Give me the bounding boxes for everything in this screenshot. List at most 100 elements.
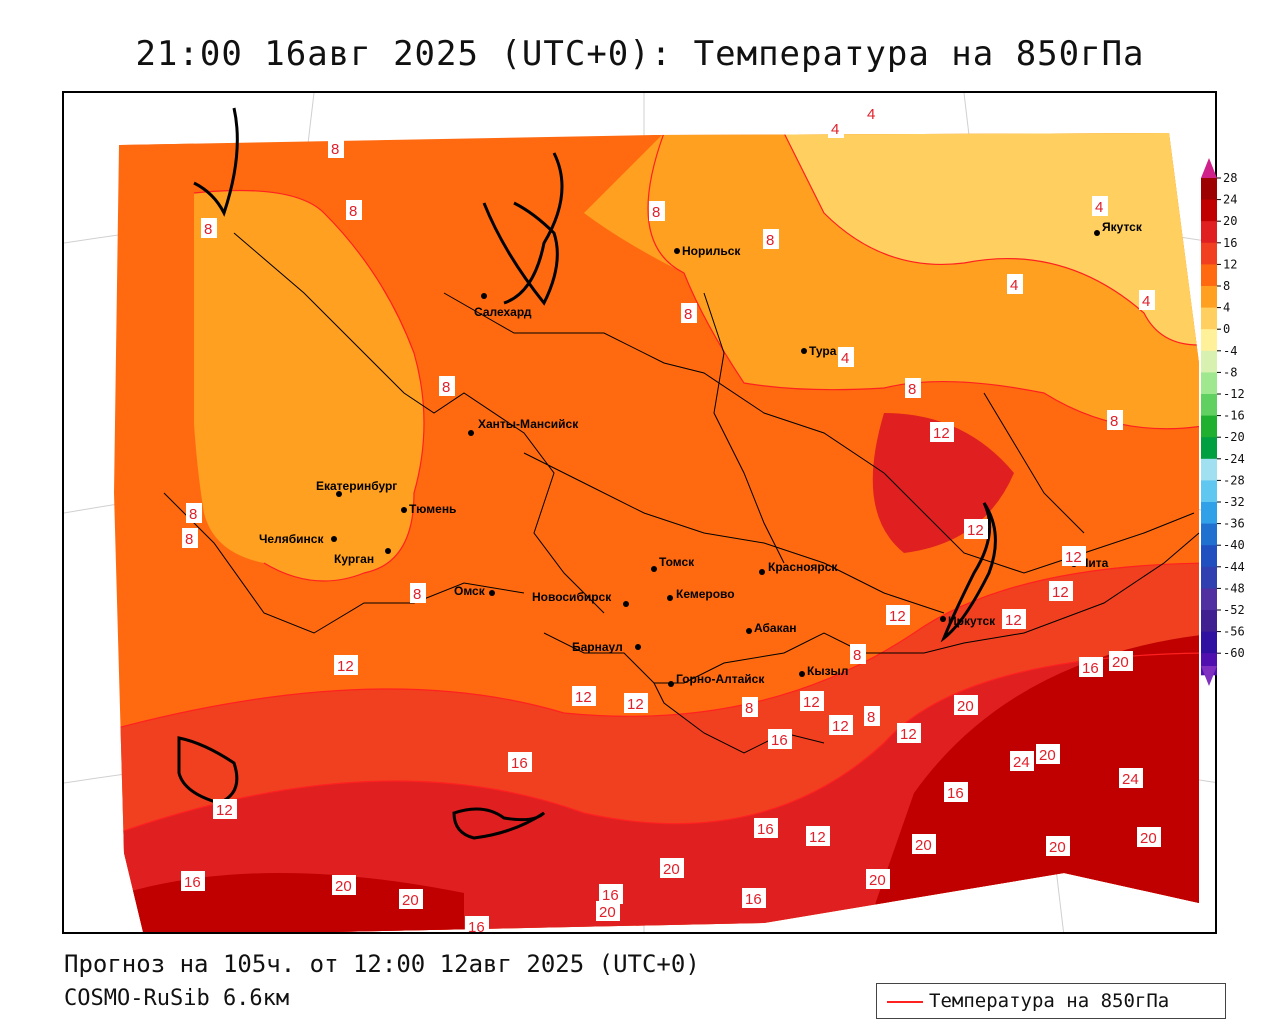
iso-label-8: 8: [681, 303, 697, 323]
iso-label-8: 8: [1107, 410, 1123, 430]
colorbar-cell: [1201, 502, 1217, 525]
colorbar-tick-label: 12: [1223, 257, 1237, 271]
svg-text:16: 16: [602, 887, 619, 904]
iso-label-12: 12: [964, 519, 988, 539]
colorbar-cell: [1201, 372, 1217, 395]
city-norilsk[interactable]: Норильск: [674, 244, 741, 258]
svg-text:4: 4: [1095, 199, 1103, 216]
svg-text:20: 20: [1140, 830, 1157, 847]
colorbar-cell: [1201, 610, 1217, 633]
iso-label-8: 8: [905, 378, 921, 398]
svg-text:4: 4: [867, 106, 875, 123]
svg-text:12: 12: [216, 802, 233, 819]
svg-text:16: 16: [1082, 660, 1099, 677]
city-yekaterinburg[interactable]: Екатеринбург: [316, 479, 397, 497]
colorbar-cell: [1201, 458, 1217, 481]
svg-text:8: 8: [867, 709, 875, 726]
city-kurgan[interactable]: Курган: [334, 548, 391, 566]
svg-text:4: 4: [1010, 277, 1018, 294]
colorbar-cell: [1201, 523, 1217, 546]
svg-text:20: 20: [869, 872, 886, 889]
map-title: 21:00 16авг 2025 (UTC+0): Температура на…: [135, 34, 1145, 74]
colorbar-tick-label: 16: [1223, 236, 1237, 250]
svg-text:8: 8: [766, 232, 774, 249]
iso-label-8: 8: [649, 201, 665, 221]
iso-label-12: 12: [213, 799, 237, 819]
city-salekhard[interactable]: Салехард: [474, 293, 532, 319]
city-kemerovo[interactable]: Кемерово: [667, 587, 735, 601]
iso-label-16: 16: [181, 871, 205, 891]
colorbar: 28 24 20 16 12 8 4 0 -4 -8 -12 -16 -20 -24 -28 -32 -36 -4…: [1201, 158, 1245, 686]
colorbar-tick-label: -48: [1223, 581, 1245, 595]
iso-label-20: 20: [660, 858, 684, 878]
iso-label-8: 8: [201, 218, 217, 238]
svg-text:16: 16: [771, 732, 788, 749]
city-novosibirsk[interactable]: Новосибирск: [532, 590, 629, 607]
legend-label: Температура на 850гПа: [929, 990, 1170, 1012]
svg-text:12: 12: [1005, 612, 1022, 629]
svg-text:12: 12: [337, 658, 354, 675]
iso-label-12: 12: [806, 826, 830, 846]
city-layer: Норильск Якутск Салехард Тура Ханты-Манс…: [259, 220, 1143, 687]
svg-text:16: 16: [184, 874, 201, 891]
svg-text:Кемерово: Кемерово: [676, 587, 735, 601]
iso-label-8: 8: [850, 644, 866, 664]
iso-label-12: 12: [572, 686, 596, 706]
city-irkutsk[interactable]: Иркутск: [940, 614, 996, 628]
coastline: [177, 107, 997, 840]
svg-text:4: 4: [841, 350, 849, 367]
colorbar-cell: [1201, 242, 1217, 265]
colorbar-bottom-arrow: [1201, 666, 1217, 686]
city-omsk[interactable]: Омск: [454, 584, 495, 598]
city-khanty-mansiysk[interactable]: Ханты-Мансийск: [468, 417, 579, 436]
iso-label-12: 12: [624, 693, 648, 713]
iso-label-4: 4: [1139, 290, 1155, 310]
iso-label-8: 8: [864, 706, 880, 726]
svg-text:8: 8: [745, 700, 753, 717]
city-barnaul[interactable]: Барнаул: [572, 640, 641, 654]
city-tura[interactable]: Тура: [801, 344, 837, 358]
svg-text:20: 20: [663, 861, 680, 878]
svg-text:12: 12: [967, 522, 984, 539]
svg-text:20: 20: [1049, 839, 1066, 856]
city-tomsk[interactable]: Томск: [651, 555, 695, 572]
iso-label-12: 12: [930, 422, 954, 442]
iso-label-20: 20: [332, 875, 356, 895]
svg-text:16: 16: [745, 891, 762, 908]
colorbar-tick-label: -16: [1223, 409, 1245, 423]
city-kyzyl[interactable]: Кызыл: [799, 664, 848, 678]
city-tyumen[interactable]: Тюмень: [401, 502, 456, 516]
colorbar-top-arrow: [1201, 158, 1217, 178]
city-abakan[interactable]: Абакан: [746, 621, 797, 635]
colorbar-tick-label: 0: [1223, 322, 1230, 336]
colorbar-tick-label: 4: [1223, 301, 1230, 315]
svg-text:12: 12: [803, 694, 820, 711]
iso-label-16: 16: [465, 916, 489, 932]
colorbar-cells: [1201, 178, 1217, 676]
svg-text:12: 12: [933, 425, 950, 442]
svg-text:4: 4: [1142, 293, 1150, 310]
svg-text:Абакан: Абакан: [754, 621, 797, 635]
svg-text:Ханты-Мансийск: Ханты-Мансийск: [478, 417, 579, 431]
isotherm-lines: [114, 133, 1199, 854]
iso-label-12: 12: [829, 715, 853, 735]
svg-text:12: 12: [1052, 584, 1069, 601]
svg-text:Томск: Томск: [659, 555, 695, 569]
colorbar-tick-label: -4: [1223, 344, 1237, 358]
iso-label-4: 4: [1007, 274, 1023, 294]
svg-text:12: 12: [809, 829, 826, 846]
city-yakutsk[interactable]: Якутск: [1094, 220, 1143, 236]
svg-text:12: 12: [575, 689, 592, 706]
city-krasnoyarsk[interactable]: Красноярск: [759, 560, 838, 575]
colorbar-cell: [1201, 286, 1217, 309]
iso-label-8: 8: [328, 138, 344, 158]
city-chelyabinsk[interactable]: Челябинск: [259, 532, 337, 546]
iso-label-20: 20: [866, 869, 890, 889]
colorbar-tick-label: -56: [1223, 625, 1245, 639]
svg-text:16: 16: [757, 821, 774, 838]
iso-label-20: 20: [1109, 651, 1133, 671]
iso-label-16: 16: [508, 752, 532, 772]
svg-text:8: 8: [1110, 413, 1118, 430]
city-gorno-altaysk[interactable]: Горно-Алтайск: [668, 672, 765, 687]
iso-label-12: 12: [1062, 546, 1086, 566]
